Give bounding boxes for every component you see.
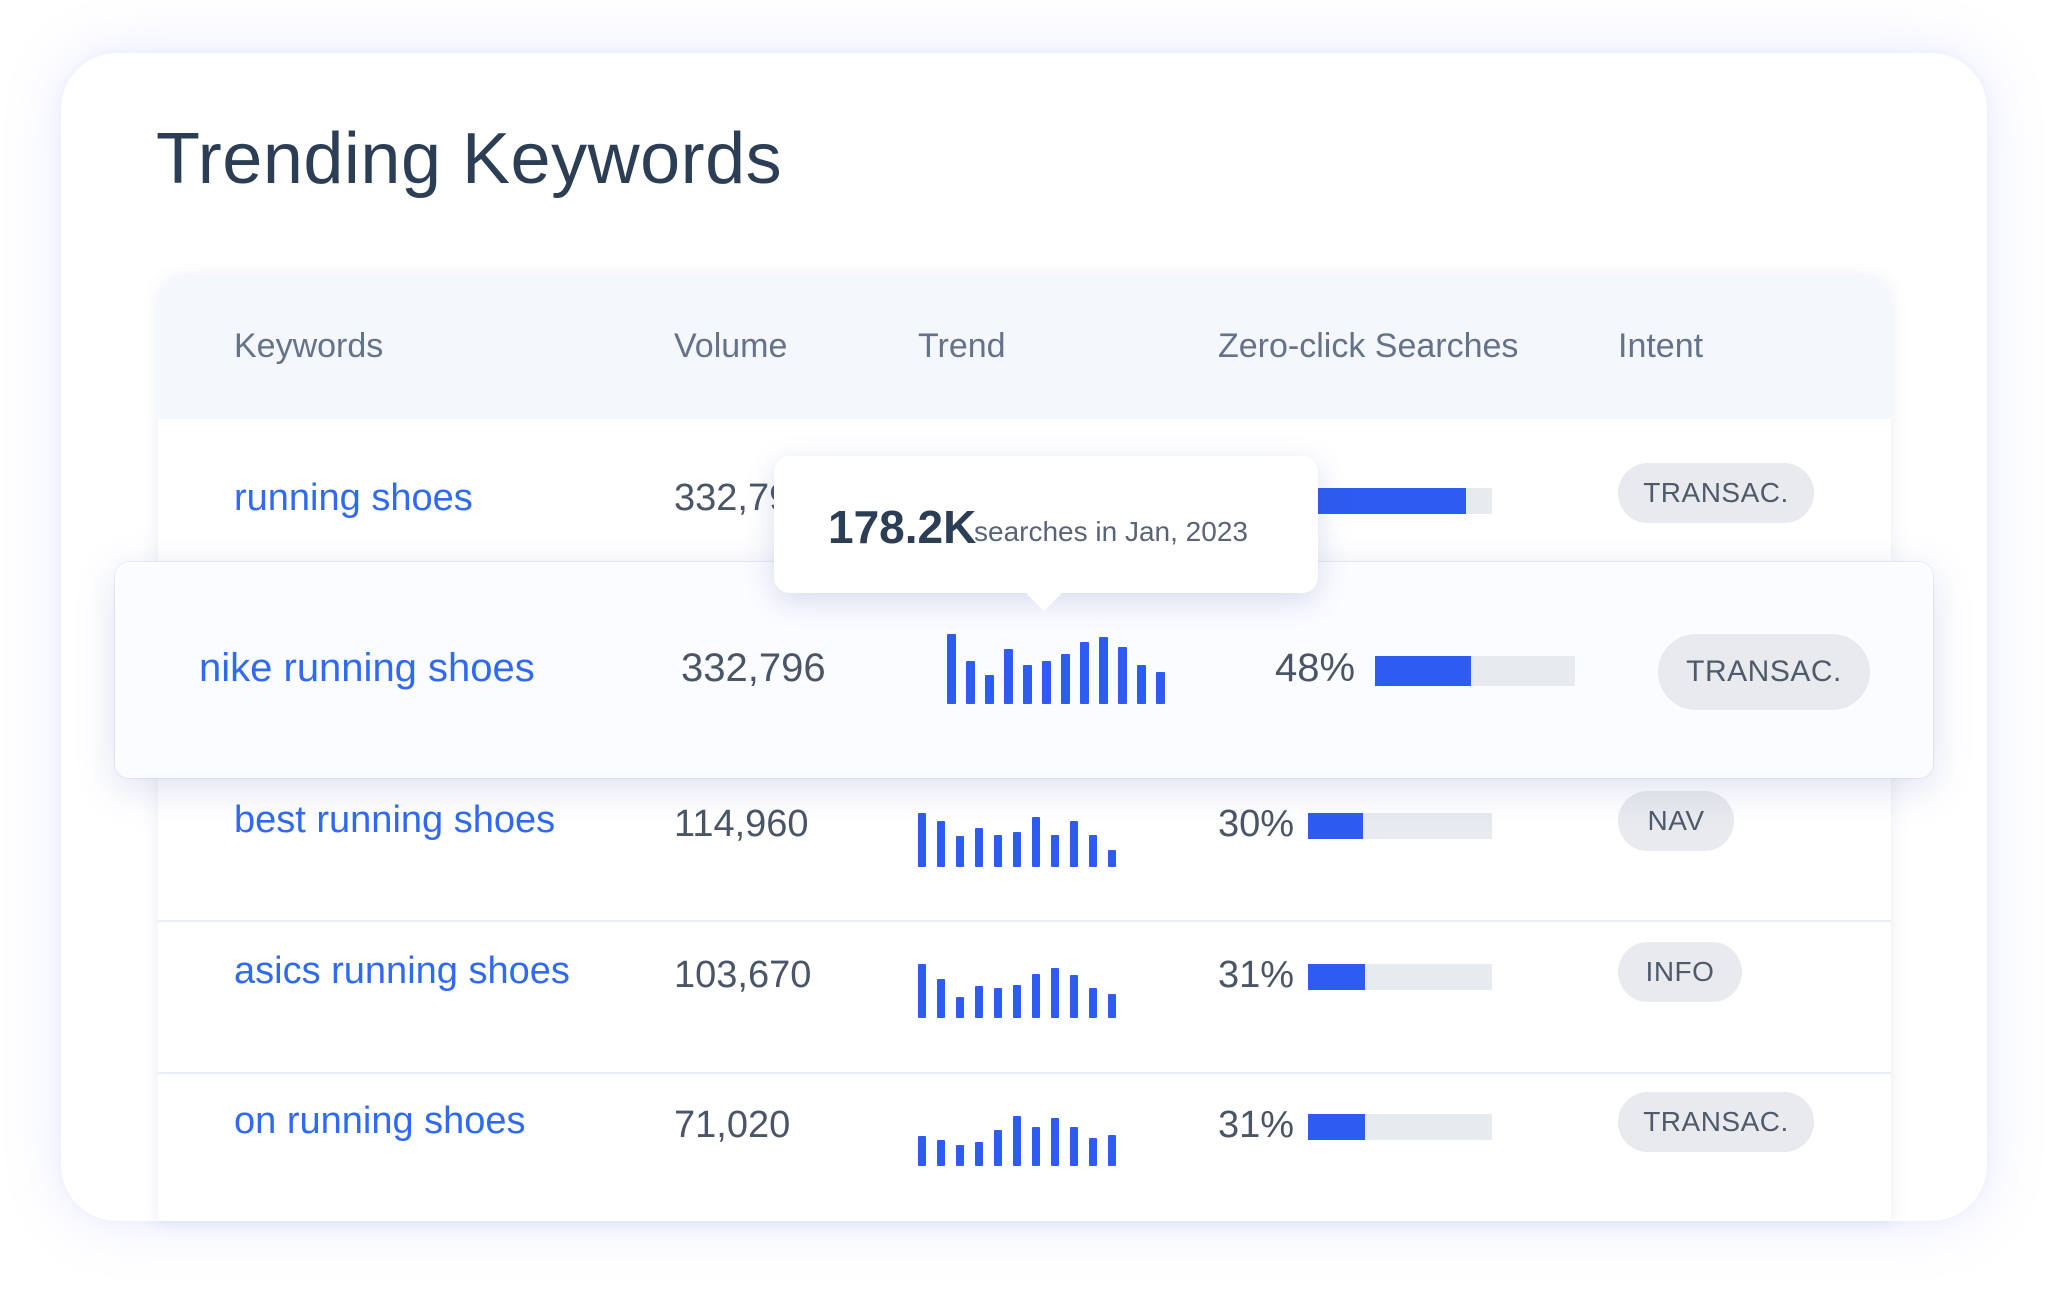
volume-value: 114,960 xyxy=(674,803,809,845)
trend-bar xyxy=(1137,665,1146,704)
trend-bar xyxy=(937,1140,945,1166)
trend-bar xyxy=(1108,994,1116,1018)
trend-bar xyxy=(956,1145,964,1166)
trend-bar xyxy=(956,836,964,867)
zero-click-percent: 31% xyxy=(1218,954,1295,996)
trend-bar xyxy=(1023,665,1032,704)
row-divider xyxy=(158,1072,1891,1074)
volume-value: 71,020 xyxy=(674,1104,791,1146)
trend-bar xyxy=(1089,1138,1097,1166)
tooltip-arrow xyxy=(1024,591,1064,611)
trend-bar xyxy=(1032,1127,1040,1166)
intent-badge: TRANSAC. xyxy=(1658,634,1870,710)
header-keywords[interactable]: Keywords xyxy=(234,327,384,365)
trend-sparkline xyxy=(918,964,1128,1018)
highlighted-row[interactable]: nike running shoes 332,796 48% TRANSAC. xyxy=(115,562,1933,778)
trend-bar xyxy=(1070,1127,1078,1166)
trend-bar xyxy=(1042,661,1051,704)
tooltip-value: 178.2K xyxy=(828,501,977,553)
trend-bar xyxy=(994,1130,1002,1166)
intent-badge: TRANSAC. xyxy=(1618,1092,1814,1152)
trend-bar xyxy=(1032,974,1040,1018)
trend-bar xyxy=(1051,1118,1059,1166)
header-volume[interactable]: Volume xyxy=(674,327,788,365)
trend-bar xyxy=(994,835,1002,867)
volume-value: 103,670 xyxy=(674,954,812,996)
row-divider xyxy=(158,920,1891,922)
trend-bar xyxy=(1061,654,1070,704)
table-row[interactable]: best running shoes 114,960 30% NAV xyxy=(158,769,1891,919)
zero-click-percent: 31% xyxy=(1218,1104,1295,1146)
trend-bar xyxy=(994,988,1002,1018)
trend-bar xyxy=(1013,985,1021,1018)
trend-bar xyxy=(937,979,945,1018)
header-trend[interactable]: Trend xyxy=(918,327,1006,365)
zero-click-bar xyxy=(1308,1114,1492,1140)
trend-tooltip: 178.2K searches in Jan, 2023 xyxy=(774,456,1318,611)
zero-click-bar xyxy=(1308,488,1492,514)
trend-bar xyxy=(937,821,945,867)
zero-click-bar-fill xyxy=(1308,488,1467,514)
table-header: Keywords Volume Trend Zero-click Searche… xyxy=(158,275,1891,419)
trend-bar xyxy=(1118,647,1127,704)
keyword-link[interactable]: asics running shoes xyxy=(234,950,570,992)
keyword-link[interactable]: nike running shoes xyxy=(199,646,535,690)
trend-bar xyxy=(975,986,983,1018)
trend-bar xyxy=(918,964,926,1018)
trend-bar xyxy=(1013,832,1021,867)
trend-bar xyxy=(1108,1135,1116,1166)
trend-bar xyxy=(1108,850,1116,867)
trend-bar xyxy=(1032,817,1040,867)
keyword-link[interactable]: on running shoes xyxy=(234,1100,526,1142)
trend-bar xyxy=(1070,975,1078,1018)
trend-sparkline xyxy=(947,634,1177,704)
trend-bar xyxy=(985,675,994,704)
trend-bar xyxy=(975,1142,983,1166)
trend-bar xyxy=(918,813,926,867)
trend-sparkline xyxy=(918,813,1128,867)
trend-bar xyxy=(1004,649,1013,704)
trend-bar xyxy=(975,828,983,867)
keyword-link[interactable]: running shoes xyxy=(234,477,473,519)
zero-click-bar-fill xyxy=(1375,656,1471,686)
zero-click-percent: 30% xyxy=(1218,803,1295,845)
zero-click-bar-fill xyxy=(1308,964,1366,990)
trend-bar xyxy=(1089,835,1097,867)
trend-bar xyxy=(956,997,964,1018)
tooltip-label: searches in Jan, 2023 xyxy=(974,516,1248,547)
table-row[interactable]: on running shoes 71,020 31% TRANSAC. xyxy=(158,1074,1891,1221)
trend-bar xyxy=(1156,672,1165,704)
trend-bar xyxy=(1089,988,1097,1018)
zero-click-bar-fill xyxy=(1308,813,1364,839)
keyword-link[interactable]: best running shoes xyxy=(234,799,556,841)
zero-click-percent: 48% xyxy=(1275,646,1356,690)
zero-click-bar xyxy=(1308,813,1492,839)
trend-bar xyxy=(947,634,956,704)
trend-bar xyxy=(918,1136,926,1166)
header-zero-click[interactable]: Zero-click Searches xyxy=(1218,327,1519,365)
intent-badge: NAV xyxy=(1618,791,1734,851)
intent-badge: INFO xyxy=(1618,942,1742,1002)
trend-bar xyxy=(1099,637,1108,704)
volume-value: 332,796 xyxy=(681,646,826,690)
trend-bar xyxy=(1051,835,1059,867)
trend-bar xyxy=(1080,642,1089,704)
trend-bar xyxy=(1070,821,1078,867)
header-intent[interactable]: Intent xyxy=(1618,327,1704,365)
trend-sparkline xyxy=(918,1116,1128,1166)
trend-bar xyxy=(1013,1116,1021,1166)
table-row[interactable]: running shoes 332,796 TRANSAC. xyxy=(158,419,1891,585)
trend-bar xyxy=(966,661,975,704)
zero-click-bar xyxy=(1375,656,1575,686)
intent-badge: TRANSAC. xyxy=(1618,463,1814,523)
table-row[interactable]: asics running shoes 103,670 31% INFO xyxy=(158,922,1891,1072)
trend-bar xyxy=(1051,968,1059,1018)
page-title: Trending Keywords xyxy=(156,119,783,199)
zero-click-bar-fill xyxy=(1308,1114,1366,1140)
zero-click-bar xyxy=(1308,964,1492,990)
